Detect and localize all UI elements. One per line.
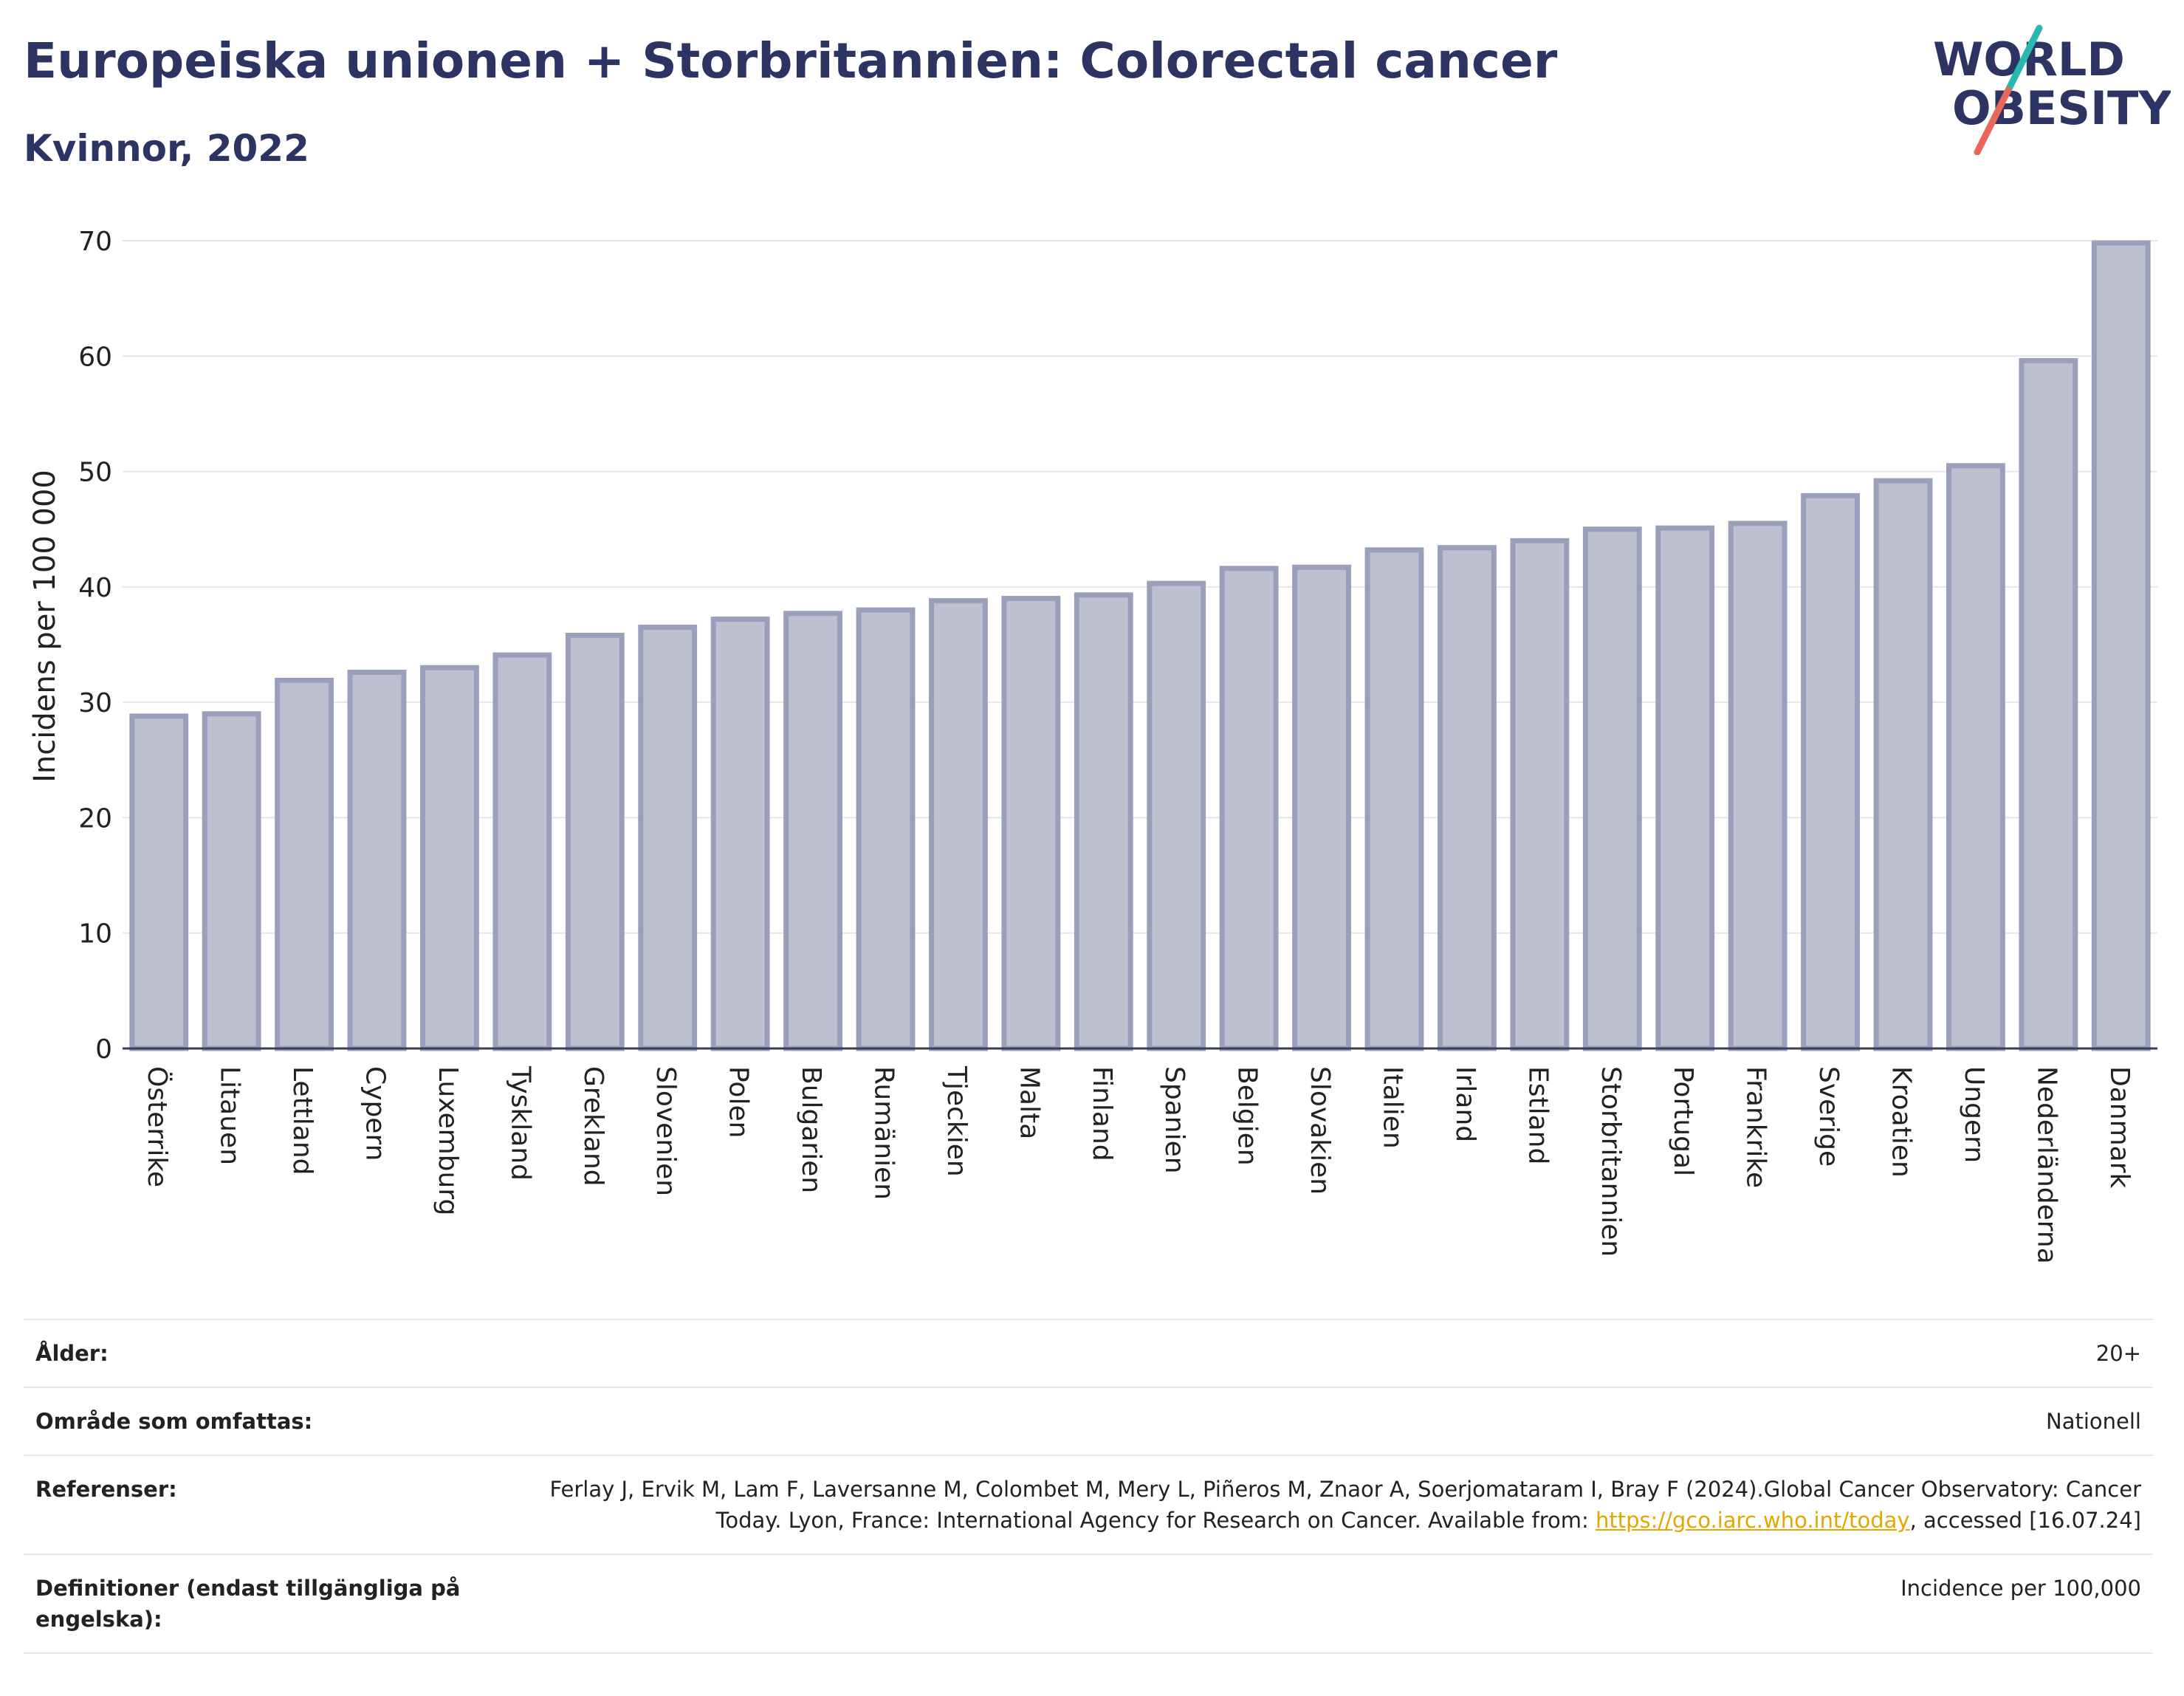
bar-19 xyxy=(1510,538,1570,1051)
x-tick-label: Luxemburg xyxy=(433,1066,463,1215)
y-tick-label: 70 xyxy=(78,227,112,257)
x-tick-label: Tjeckien xyxy=(941,1065,972,1177)
bar-12 xyxy=(1001,595,1061,1051)
x-tick-label: Litauen xyxy=(215,1066,245,1165)
bar-18 xyxy=(1438,545,1497,1051)
x-tick-label: Slovenien xyxy=(650,1066,681,1196)
bar-17 xyxy=(1364,547,1424,1051)
x-tick-label: Finland xyxy=(1087,1066,1117,1161)
bar-3 xyxy=(347,670,407,1051)
bar-10 xyxy=(856,607,916,1051)
bar-23 xyxy=(1801,492,1860,1051)
y-tick-label: 0 xyxy=(95,1034,112,1065)
x-tick-label: Grekland xyxy=(578,1066,608,1187)
bar-7 xyxy=(638,625,698,1051)
references-value: Ferlay J, Ervik M, Lam F, Laversanne M, … xyxy=(517,1474,2141,1536)
x-tick-label: Malta xyxy=(1014,1066,1044,1139)
bar-1 xyxy=(202,711,261,1051)
y-tick-label: 40 xyxy=(78,573,112,603)
references-link[interactable]: https://gco.iarc.who.int/today xyxy=(1595,1508,1910,1533)
x-tick-label: Estland xyxy=(1522,1066,1553,1164)
references-text: Ferlay J, Ervik M, Lam F, Laversanne M, … xyxy=(549,1477,2141,1533)
x-tick-label: Italien xyxy=(1378,1066,1408,1149)
bar-21 xyxy=(1655,525,1715,1051)
x-tick-label: Frankrike xyxy=(1741,1066,1771,1188)
y-tick-label: 10 xyxy=(78,919,112,950)
x-tick-label: Bulgarien xyxy=(796,1066,826,1193)
info-row-age: Ålder: 20+ xyxy=(24,1319,2153,1387)
y-tick-label: 30 xyxy=(78,688,112,718)
bar-chart: 0 10 20 30 40 50 60 70 Österrike Litauen Lettland C… xyxy=(28,227,2157,1264)
bars xyxy=(129,240,2151,1051)
bar-4 xyxy=(420,665,479,1051)
bar-27 xyxy=(2091,240,2151,1051)
world-obesity-logo: WORLD OBESITY xyxy=(1933,24,2171,155)
bar-9 xyxy=(783,611,842,1051)
bar-6 xyxy=(565,632,625,1051)
bar-0 xyxy=(129,713,189,1051)
definitions-label: Definitioner (endast tillgängliga på eng… xyxy=(35,1576,461,1632)
age-value: 20+ xyxy=(2095,1341,2141,1366)
bar-25 xyxy=(1946,463,2005,1051)
x-tick-label: Spanien xyxy=(1159,1066,1189,1174)
x-tick-label: Nederländerna xyxy=(2031,1066,2061,1264)
x-tick-label: Storbritannien xyxy=(1596,1066,1626,1257)
references-label: Referenser: xyxy=(35,1477,177,1502)
logo-slash-teal xyxy=(2005,24,2043,94)
bar-16 xyxy=(1292,564,1351,1051)
x-tick-label: Lettland xyxy=(287,1066,317,1175)
info-row-definitions: Definitioner (endast tillgängliga på eng… xyxy=(24,1553,2153,1654)
area-label: Område som omfattas: xyxy=(35,1409,313,1434)
info-row-references: Referenser: Ferlay J, Ervik M, Lam F, La… xyxy=(24,1455,2153,1553)
age-label: Ålder: xyxy=(35,1341,109,1366)
references-accessed: , accessed [16.07.24] xyxy=(1909,1508,2141,1533)
x-tick-label: Danmark xyxy=(2104,1066,2135,1189)
x-tick-label: Österrike xyxy=(142,1066,173,1187)
bar-14 xyxy=(1147,580,1206,1051)
y-axis-label: Incidens per 100 000 xyxy=(28,470,62,783)
bar-20 xyxy=(1582,526,1642,1051)
bar-2 xyxy=(275,677,334,1051)
bar-22 xyxy=(1728,521,1788,1051)
bar-5 xyxy=(492,652,552,1051)
x-tick-label: Kroatien xyxy=(1886,1066,1917,1178)
definitions-value: Incidence per 100,000 xyxy=(1900,1576,2141,1601)
bar-8 xyxy=(710,617,770,1051)
area-value: Nationell xyxy=(2046,1409,2141,1434)
x-tick-label: Rumänien xyxy=(869,1066,899,1200)
x-tick-label: Irland xyxy=(1450,1066,1480,1142)
x-tick-label: Belgien xyxy=(1232,1066,1263,1166)
y-tick-label: 20 xyxy=(78,803,112,834)
info-row-area: Område som omfattas: Nationell xyxy=(24,1387,2153,1455)
x-tick-label: Portugal xyxy=(1668,1066,1698,1176)
bar-11 xyxy=(929,598,988,1051)
page-subtitle: Kvinnor, 2022 xyxy=(24,127,309,170)
axes: 0 10 20 30 40 50 60 70 Österrike Litauen Lettland C… xyxy=(78,227,2157,1264)
page-title: Europeiska unionen + Storbritannien: Col… xyxy=(24,32,1558,89)
x-tick-label: Ungern xyxy=(1959,1066,1989,1163)
y-tick-label: 60 xyxy=(78,342,112,372)
bar-13 xyxy=(1074,592,1133,1051)
x-tick-label: Polen xyxy=(724,1066,754,1138)
bar-26 xyxy=(2019,358,2078,1051)
x-tick-label: Tyskland xyxy=(505,1065,535,1181)
x-tick-label: Sverige xyxy=(1813,1066,1844,1167)
x-tick-label: Cypern xyxy=(360,1066,391,1161)
info-table: Ålder: 20+ Område som omfattas: Nationel… xyxy=(24,1319,2153,1654)
logo-slash-coral xyxy=(1974,86,2012,155)
bar-15 xyxy=(1219,566,1279,1051)
y-tick-label: 50 xyxy=(78,458,112,488)
x-tick-label: Slovakien xyxy=(1305,1066,1335,1195)
bar-24 xyxy=(1873,478,1933,1051)
